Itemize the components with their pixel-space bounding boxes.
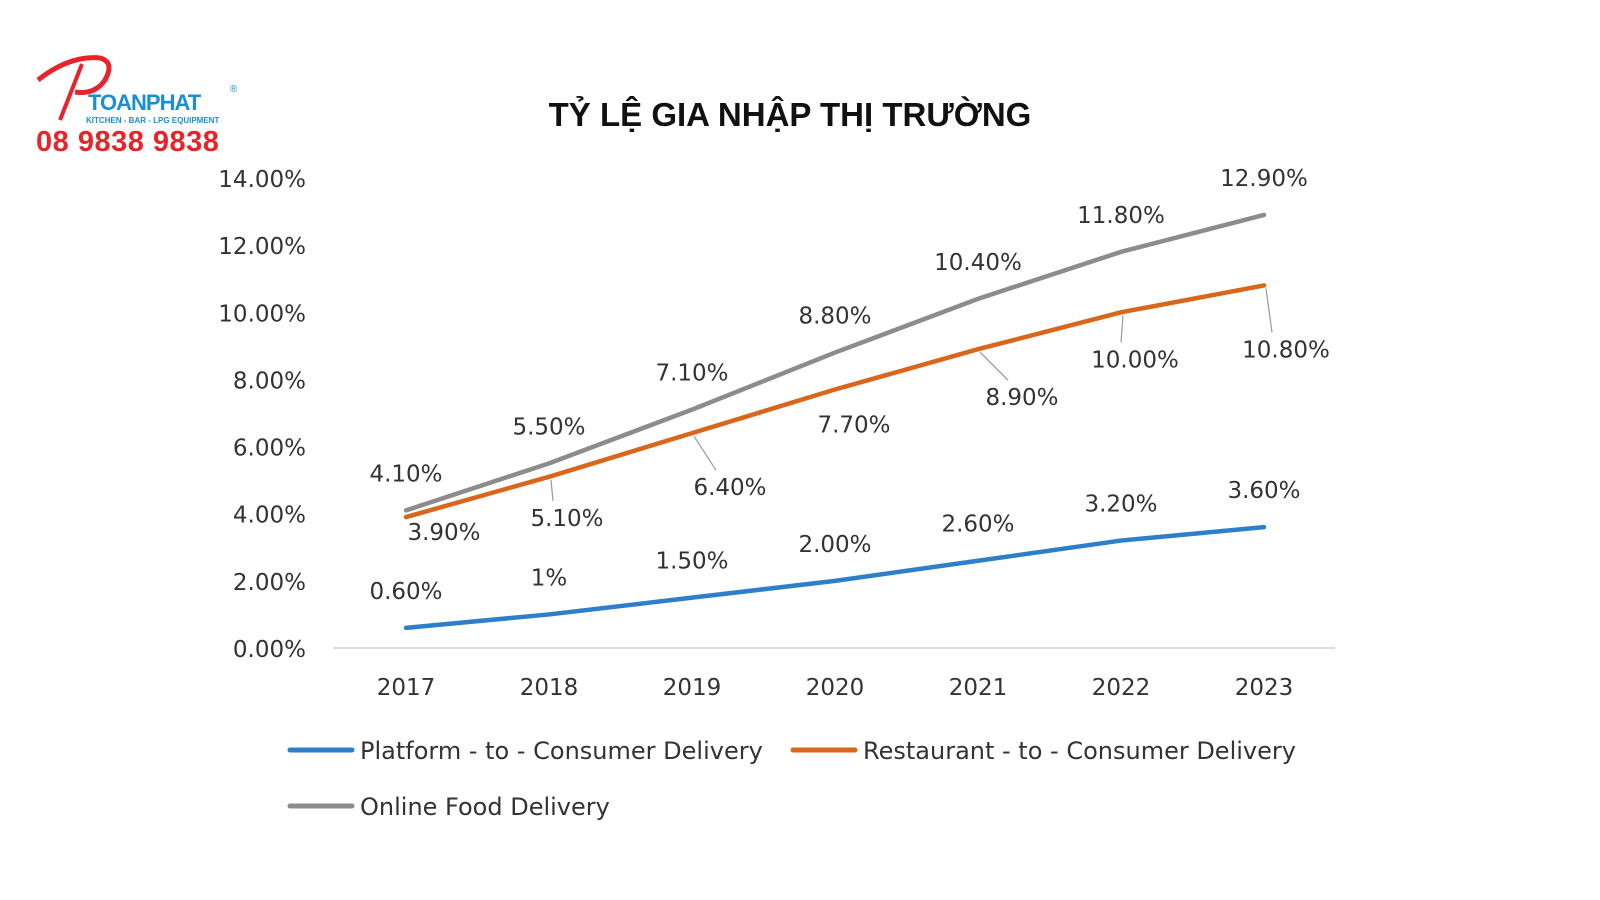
series-line-0 (403, 524, 1267, 631)
data-label: 4.10% (369, 461, 442, 487)
x-tick-label: 2019 (663, 675, 722, 701)
legend-label: Platform - to - Consumer Delivery (360, 737, 763, 765)
data-label: 7.70% (817, 413, 890, 439)
data-label: 0.60% (369, 579, 442, 605)
logo-registered: ® (230, 84, 238, 95)
legend-label: Online Food Delivery (360, 793, 610, 821)
data-label: 5.10% (530, 506, 603, 532)
data-label: 10.40% (934, 250, 1022, 276)
y-tick-label: 12.00% (218, 234, 306, 260)
data-label: 1% (531, 565, 568, 591)
leader-line (550, 479, 554, 501)
data-label: 2.60% (941, 512, 1014, 538)
y-tick-label: 2.00% (233, 570, 306, 596)
data-label: 7.10% (655, 361, 728, 387)
data-label: 1.50% (655, 549, 728, 575)
y-tick-label: 0.00% (233, 637, 306, 663)
y-tick-label: 6.00% (233, 436, 306, 462)
data-label: 2.00% (798, 532, 871, 558)
x-tick-label: 2021 (949, 675, 1008, 701)
data-label: 12.90% (1220, 166, 1308, 192)
data-label: 3.60% (1227, 478, 1300, 504)
x-tick-label: 2022 (1092, 675, 1151, 701)
data-label: 3.20% (1084, 492, 1157, 518)
data-label: 10.00% (1091, 347, 1179, 373)
data-label: 11.80% (1077, 203, 1165, 229)
data-label: 3.90% (407, 520, 480, 546)
data-label: 10.80% (1242, 337, 1330, 363)
chart-title: TỶ LỆ GIA NHẬP THỊ TRƯỜNG (548, 96, 1032, 133)
y-tick-label: 14.00% (218, 167, 306, 193)
data-label: 8.90% (985, 385, 1058, 411)
x-tick-label: 2018 (520, 675, 579, 701)
x-tick-label: 2020 (806, 675, 865, 701)
y-tick-label: 8.00% (233, 368, 306, 394)
leader-line (1120, 315, 1124, 343)
leader-line (979, 351, 1009, 381)
logo-phone: 08 9838 9838 (36, 126, 220, 158)
toanphat-logo: TOANPHAT ® KITCHEN - BAR - LPG EQUIPMENT… (30, 50, 260, 160)
series-line-2 (403, 212, 1267, 513)
logo-tagline: KITCHEN - BAR - LPG EQUIPMENT (86, 116, 220, 125)
y-tick-label: 4.00% (233, 503, 306, 529)
data-label: 6.40% (693, 475, 766, 501)
x-tick-label: 2023 (1235, 675, 1294, 701)
data-label: 5.50% (512, 414, 585, 440)
logo-p-swoosh-icon (36, 55, 112, 121)
legend-label: Restaurant - to - Consumer Delivery (863, 737, 1296, 765)
x-tick-label: 2017 (377, 675, 436, 701)
data-label: 8.80% (798, 304, 871, 330)
logo-brand: TOANPHAT (88, 90, 201, 115)
leader-line (693, 435, 717, 471)
leader-line (1265, 288, 1273, 333)
series-line-1 (403, 283, 1267, 520)
y-tick-label: 10.00% (218, 301, 306, 327)
